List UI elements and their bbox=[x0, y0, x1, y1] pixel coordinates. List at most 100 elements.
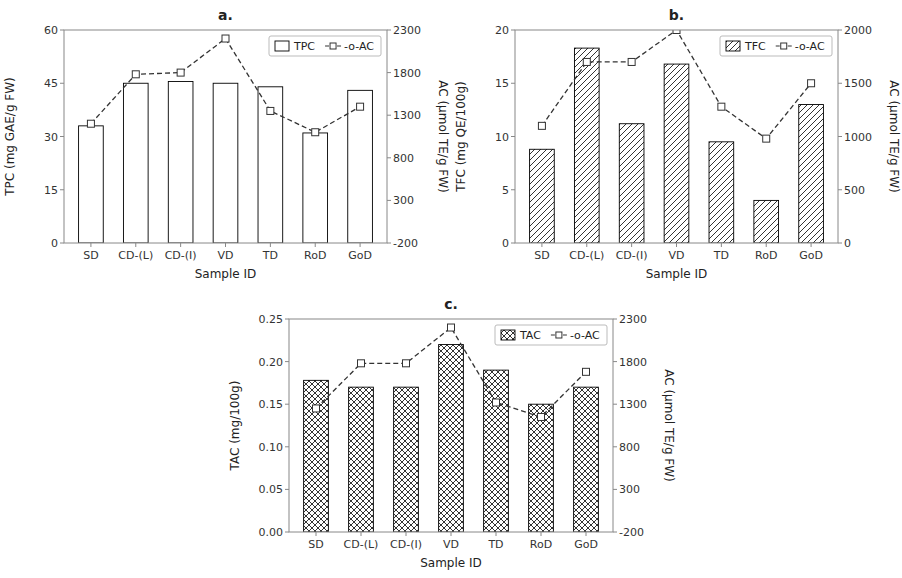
marker bbox=[448, 324, 455, 331]
marker bbox=[763, 135, 770, 142]
y-tick bbox=[511, 189, 515, 190]
marker bbox=[132, 71, 139, 78]
y2-tick bbox=[838, 83, 842, 84]
y2-tick bbox=[613, 489, 617, 490]
x-tick bbox=[721, 243, 722, 247]
y-tick-label: 10 bbox=[495, 131, 509, 144]
panel: a.015304560-200300800130018002300SDCD-(L… bbox=[3, 7, 450, 281]
x-tick-label: RoD bbox=[304, 249, 326, 262]
marker bbox=[583, 58, 590, 65]
marker bbox=[583, 368, 590, 375]
marker bbox=[222, 35, 229, 42]
y2-tick bbox=[613, 532, 617, 533]
y2-tick bbox=[387, 72, 391, 73]
y-tick bbox=[60, 189, 64, 190]
x-tick-label: GoD bbox=[574, 538, 598, 551]
x-tick-label: VD bbox=[218, 249, 234, 262]
x-tick-label: CD-(I) bbox=[165, 249, 197, 262]
x-tick bbox=[90, 243, 91, 247]
bar bbox=[574, 387, 599, 532]
title: c. bbox=[444, 296, 458, 312]
bar bbox=[213, 83, 238, 243]
bar bbox=[304, 380, 329, 532]
y-tick bbox=[511, 30, 515, 31]
legend-label: TAC bbox=[519, 329, 541, 342]
plot-frame bbox=[515, 30, 838, 243]
y-tick bbox=[60, 243, 64, 244]
legend-label: -o-AC bbox=[795, 40, 825, 53]
legend-swatch bbox=[501, 330, 515, 340]
bar bbox=[529, 404, 554, 532]
y-tick bbox=[285, 446, 289, 447]
legend-label: TFC bbox=[744, 40, 766, 53]
y2-tick bbox=[387, 157, 391, 158]
panel: c.0.000.050.100.150.200.25-2003008001300… bbox=[228, 296, 676, 570]
bar bbox=[349, 387, 374, 532]
legend-swatch bbox=[275, 41, 289, 51]
marker bbox=[357, 103, 364, 110]
y-tick bbox=[285, 404, 289, 405]
x-tick-label: SD bbox=[534, 249, 549, 262]
y2-tick bbox=[387, 243, 391, 244]
marker bbox=[403, 360, 410, 367]
y2-tick-label: -200 bbox=[393, 237, 418, 250]
y2-tick-label: 800 bbox=[393, 152, 414, 165]
x-tick bbox=[180, 243, 181, 247]
bar bbox=[484, 370, 509, 532]
y2-tick-label: 1500 bbox=[844, 77, 872, 90]
legend-swatch bbox=[726, 41, 740, 51]
y2-tick-label: 2000 bbox=[844, 24, 872, 37]
bar bbox=[79, 126, 104, 243]
legend-label: -o-AC bbox=[344, 40, 374, 53]
y-tick-label: 60 bbox=[44, 24, 58, 37]
marker bbox=[493, 399, 500, 406]
marker bbox=[267, 107, 274, 114]
x-tick bbox=[811, 243, 812, 247]
bar bbox=[439, 345, 464, 532]
plot-area bbox=[530, 30, 824, 243]
x-tick-label: GoD bbox=[348, 249, 372, 262]
bar bbox=[303, 133, 328, 243]
y2-tick bbox=[613, 361, 617, 362]
x-tick-label: TD bbox=[262, 249, 278, 262]
figure: a.015304560-200300800130018002300SDCD-(L… bbox=[0, 0, 902, 578]
plot-area bbox=[79, 35, 373, 243]
y-tick-label: 0.25 bbox=[259, 313, 284, 326]
bar bbox=[799, 105, 824, 243]
y2-tick bbox=[387, 200, 391, 201]
x-tick bbox=[586, 243, 587, 247]
y2-axis-label: AC (μmol TE/g FW) bbox=[436, 80, 450, 193]
x-tick-label: GoD bbox=[799, 249, 823, 262]
x-tick-label: CD-(I) bbox=[390, 538, 422, 551]
y-tick bbox=[60, 136, 64, 137]
title: b. bbox=[669, 7, 684, 23]
marker bbox=[87, 120, 94, 127]
bar bbox=[348, 90, 373, 243]
y2-tick-label: 2300 bbox=[393, 24, 421, 37]
y2-tick bbox=[838, 30, 842, 31]
x-tick bbox=[586, 532, 587, 536]
legend-box bbox=[720, 36, 832, 56]
y2-tick bbox=[838, 189, 842, 190]
legend-marker bbox=[556, 332, 562, 338]
y-tick-label: 0.05 bbox=[259, 483, 284, 496]
marker bbox=[538, 413, 545, 420]
y-tick bbox=[511, 83, 515, 84]
x-tick-label: CD-(L) bbox=[344, 538, 379, 551]
marker bbox=[538, 122, 545, 129]
x-tick bbox=[315, 243, 316, 247]
bar bbox=[168, 81, 193, 243]
plot-frame bbox=[289, 319, 613, 532]
x-tick-label: SD bbox=[83, 249, 98, 262]
legend-box bbox=[269, 36, 381, 56]
bar bbox=[664, 64, 689, 243]
y-tick-label: 5 bbox=[502, 184, 509, 197]
bar bbox=[394, 387, 419, 532]
y-tick-label: 15 bbox=[44, 184, 58, 197]
marker bbox=[177, 69, 184, 76]
y-tick bbox=[60, 83, 64, 84]
x-tick-label: VD bbox=[669, 249, 685, 262]
y-tick-label: 30 bbox=[44, 131, 58, 144]
x-tick-label: VD bbox=[443, 538, 459, 551]
marker bbox=[808, 80, 815, 87]
